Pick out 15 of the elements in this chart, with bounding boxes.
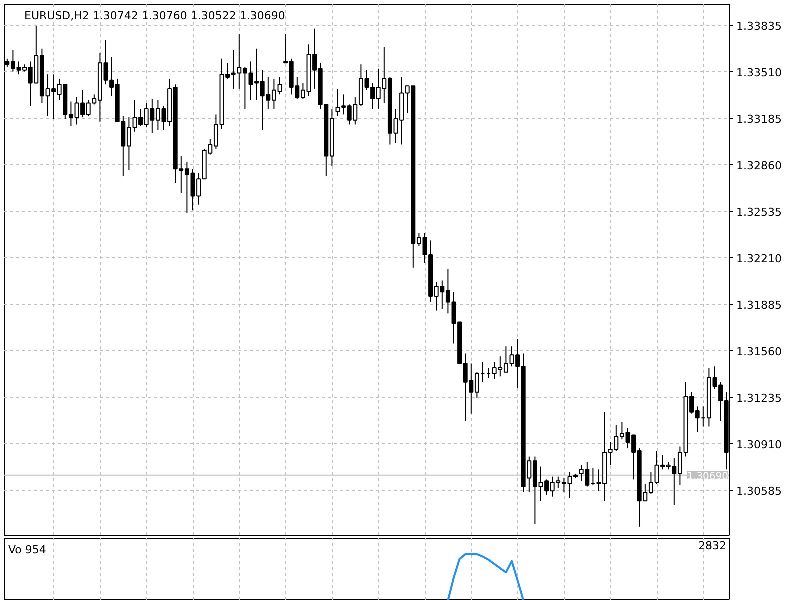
- y-tick-label: 1.30585: [736, 484, 782, 498]
- y-tick-label: 1.32860: [736, 159, 782, 172]
- y-tick-label: 1.31560: [736, 345, 782, 358]
- text: 2832: [698, 540, 727, 552]
- y-tick-label: 1.32535: [736, 206, 782, 219]
- y-tick-label: 1.33835: [736, 20, 782, 33]
- y-tick-label: 1.31885: [736, 298, 782, 312]
- chart-title: Vo 954: [8, 544, 46, 556]
- y-tick-label: 1.32210: [736, 252, 782, 266]
- y-tick-label: 1.30910: [736, 438, 782, 452]
- y-tick-label: 1.31235: [736, 392, 782, 405]
- y-tick-label: 1.33510: [736, 66, 782, 80]
- ref-line-label: 1.30690: [687, 471, 729, 482]
- y-tick-label: 1.33185: [736, 112, 782, 126]
- text: EURUSD,H2 1.30742 1.30760 1.30522 1.30690: [24, 10, 286, 22]
